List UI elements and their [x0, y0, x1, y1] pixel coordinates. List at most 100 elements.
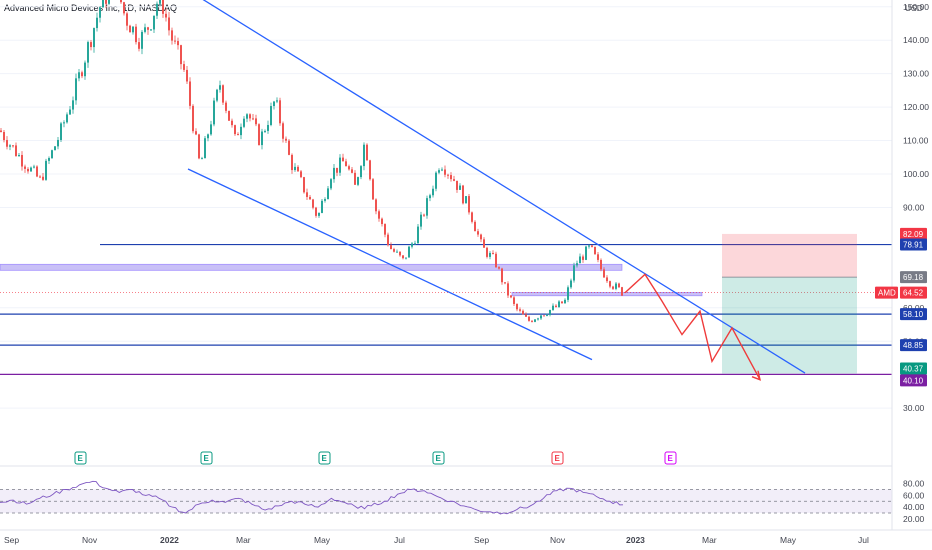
candle-body — [564, 299, 566, 304]
candle-body — [318, 212, 320, 216]
candle-body — [549, 309, 551, 315]
candle-body — [462, 185, 464, 204]
candle-body — [60, 123, 62, 140]
candle-body — [120, 0, 122, 3]
candle-body — [312, 199, 314, 208]
candle-body — [561, 301, 563, 304]
candle-body — [87, 42, 89, 63]
time-tick-label: May — [780, 535, 797, 545]
candle-body — [126, 13, 128, 26]
candle-body — [264, 130, 266, 132]
candle-body — [567, 287, 569, 300]
candle-body — [495, 253, 497, 268]
rsi-tick-label: 20.00 — [903, 514, 925, 524]
candle-body — [492, 252, 494, 254]
short-position-tool[interactable] — [722, 233, 857, 374]
price-tag-label: 69.18 — [903, 273, 924, 282]
earnings-icon — [551, 451, 564, 465]
candle-body — [189, 81, 191, 106]
candle-body — [360, 166, 362, 178]
candle-body — [486, 247, 488, 257]
price-tag — [900, 362, 927, 375]
candle-body — [54, 146, 56, 151]
candle-body — [294, 166, 296, 171]
candle-body — [357, 177, 359, 185]
candle-body — [573, 265, 575, 281]
candle-body — [327, 188, 329, 200]
price-tick-label: 120.00 — [903, 102, 929, 112]
candle-body — [228, 110, 230, 121]
time-tick-label: 2023 — [626, 535, 645, 545]
candle-body — [300, 171, 302, 178]
candle-body — [288, 140, 290, 155]
projection-line — [624, 273, 761, 381]
candle-body — [69, 109, 71, 115]
candle-body — [174, 40, 176, 42]
candle-body — [450, 175, 452, 180]
candle-body — [345, 161, 347, 167]
earnings-label: E — [322, 454, 328, 463]
candle-body — [279, 100, 281, 124]
candle-body — [36, 166, 38, 177]
candle-body — [243, 118, 245, 127]
channel-lower-line — [187, 168, 593, 361]
candle-body — [600, 259, 602, 270]
candle-body — [381, 218, 383, 225]
candle-body — [141, 31, 143, 49]
candle-body — [342, 157, 344, 162]
candle-body — [579, 256, 581, 264]
candle-body — [105, 0, 107, 4]
candle-body — [324, 199, 326, 201]
candle-body — [432, 188, 434, 196]
candle-body — [468, 196, 470, 213]
candle-body — [402, 255, 404, 259]
candle-body — [72, 100, 74, 110]
candle-body — [57, 139, 59, 147]
candle-body — [531, 320, 533, 322]
candle-body — [309, 196, 311, 200]
candle-body — [165, 13, 167, 18]
candle-body — [252, 118, 254, 120]
candle-body — [9, 145, 11, 147]
candle-body — [216, 89, 218, 101]
candle-body — [597, 254, 599, 260]
candle-body — [504, 282, 506, 284]
candle-body — [240, 126, 242, 136]
rsi-tick-label: 80.00 — [903, 479, 925, 489]
price-tag-label: 48.85 — [903, 341, 924, 350]
candle-body — [417, 226, 419, 244]
earnings-label: E — [204, 454, 210, 463]
candle-body — [63, 122, 65, 124]
supply-demand-zones — [0, 263, 703, 297]
candle-body — [366, 144, 368, 161]
candle-body — [108, 0, 110, 4]
candle-body — [159, 0, 161, 4]
candle-body — [198, 134, 200, 159]
projection-path[interactable] — [624, 273, 761, 381]
candle-body — [384, 224, 386, 235]
candle-body — [291, 154, 293, 171]
rsi-line — [0, 480, 624, 515]
price-zone — [0, 263, 623, 271]
candle-body — [378, 211, 380, 219]
price-tag — [900, 339, 927, 352]
time-tick-label: May — [314, 535, 331, 545]
candle-body — [480, 234, 482, 240]
candle-body — [171, 30, 173, 41]
descending-channel[interactable] — [150, 0, 806, 374]
price-tag-label: 82.09 — [903, 230, 924, 239]
candle-body — [390, 245, 392, 250]
candle-body — [84, 62, 86, 77]
candle-body — [66, 114, 68, 123]
price-tag-label: 78.91 — [903, 241, 924, 250]
candle-body — [336, 167, 338, 173]
candle-body — [591, 245, 593, 247]
candle-body — [195, 131, 197, 135]
price-tag — [900, 308, 927, 321]
price-tag — [900, 374, 927, 387]
candle-body — [282, 123, 284, 139]
time-tick-label: Nov — [82, 535, 98, 545]
rsi-tick-label: 40.00 — [903, 502, 925, 512]
candle-body — [363, 144, 365, 167]
